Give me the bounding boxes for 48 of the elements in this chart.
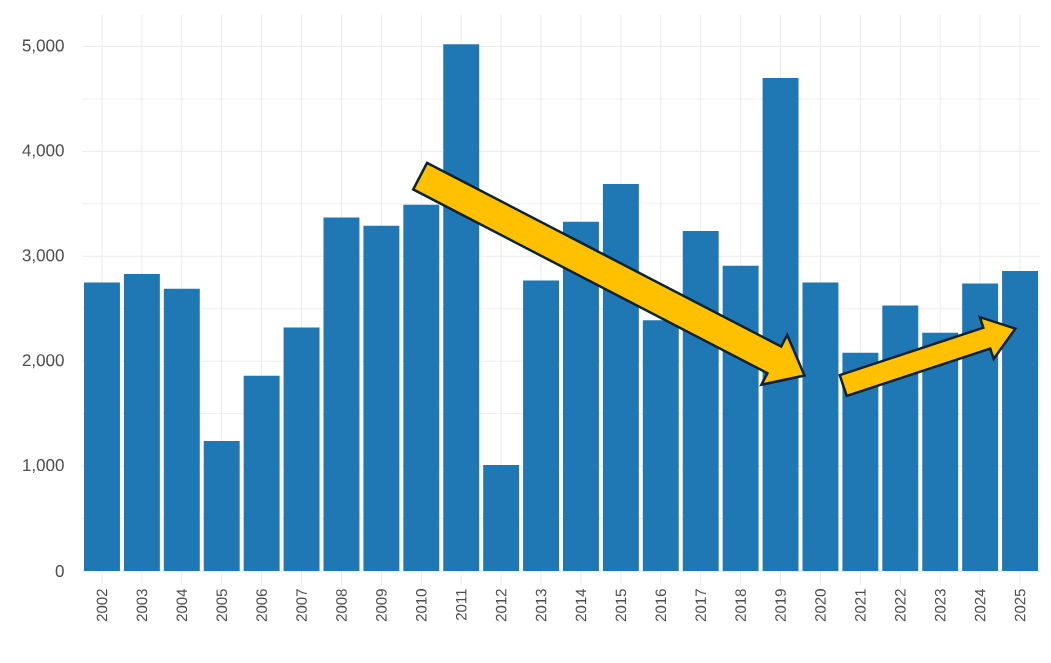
y-tick-label: 0: [55, 564, 64, 578]
y-tick-label: 5,000: [22, 39, 64, 54]
x-tick-label: 2011: [455, 589, 467, 621]
bar: [163, 288, 200, 571]
x-tick-label: 2024: [974, 588, 986, 622]
y-tick-label: 1,000: [23, 459, 64, 474]
x-tick-label: 2010: [415, 589, 427, 622]
x-tick-label: 2018: [735, 589, 746, 622]
bar: [882, 305, 919, 571]
bar: [363, 225, 400, 571]
bar: [84, 282, 120, 571]
x-tick-label: 2017: [695, 589, 707, 622]
x-tick-label: 2014: [575, 588, 587, 622]
bar: [1002, 270, 1039, 571]
x-tick-label: 2005: [216, 589, 228, 622]
bar: [443, 44, 480, 571]
x-tick-label: 2025: [1014, 589, 1026, 622]
x-tick-label: 2012: [495, 589, 507, 622]
bar: [483, 465, 520, 571]
bar: [523, 280, 560, 571]
bar: [123, 274, 160, 571]
x-tick-label: 2023: [934, 589, 946, 622]
x-tick-label: 2009: [376, 589, 387, 622]
x-tick-label: 2016: [655, 589, 667, 622]
x-tick-label: 2002: [96, 589, 108, 622]
x-tick-label: 2008: [336, 589, 347, 622]
x-tick-label: 2004: [176, 588, 188, 622]
bar: [762, 77, 799, 571]
bar: [602, 183, 639, 571]
bar: [243, 375, 280, 571]
bar: [203, 440, 240, 571]
bar: [642, 320, 679, 571]
bar: [323, 217, 360, 571]
x-tick-label: 2022: [894, 589, 906, 622]
bar: [283, 327, 320, 571]
x-tick-label: 2007: [296, 589, 307, 622]
x-tick-label: 2020: [815, 589, 826, 622]
y-tick-label: 2,000: [22, 354, 64, 369]
x-tick-label: 2006: [256, 589, 267, 622]
x-tick-label: 2013: [535, 589, 547, 622]
x-tick-label: 2015: [615, 589, 627, 622]
bar: [802, 282, 839, 571]
x-tick-label: 2021: [855, 589, 866, 622]
y-tick-label: 4,000: [22, 144, 64, 159]
x-tick-label: 2019: [775, 589, 786, 622]
x-tick-label: 2003: [136, 589, 148, 622]
y-tick-label: 3,000: [22, 249, 64, 264]
bar: [403, 204, 440, 571]
